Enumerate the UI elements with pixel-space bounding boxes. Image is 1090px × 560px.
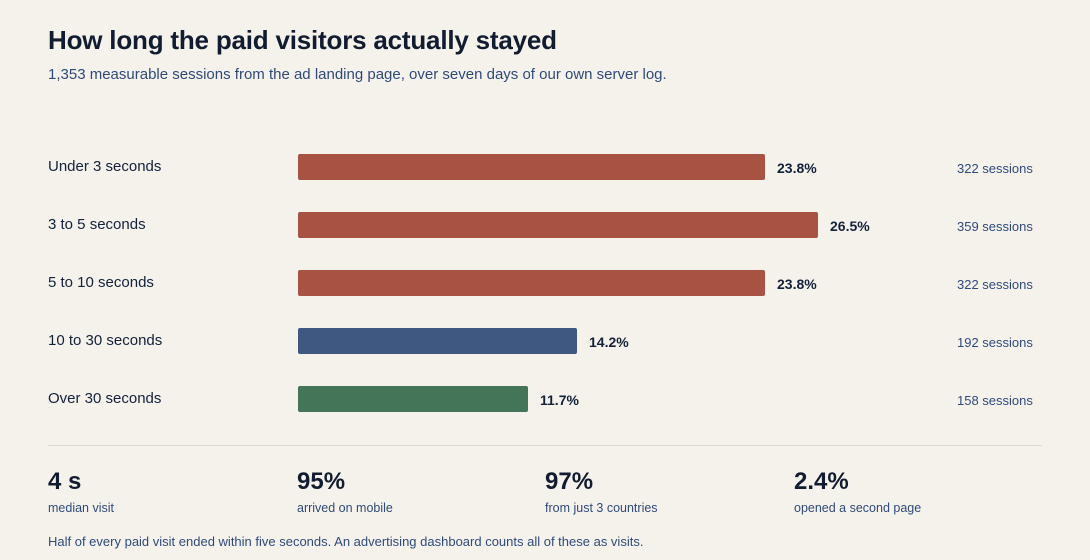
bar-value-label: 14.2% (589, 334, 629, 350)
stat-median-visit: 4 s median visit (48, 467, 114, 515)
stat-value: 2.4% (794, 468, 849, 495)
session-count-label: 192 sessions (957, 335, 1033, 350)
stat-value: 95% (297, 468, 346, 495)
stat-countries: 97% from just 3 countries (545, 467, 658, 515)
bar (298, 270, 765, 296)
session-count-label: 158 sessions (957, 393, 1033, 408)
bar-value-label: 23.8% (777, 276, 817, 292)
session-count-label: 322 sessions (957, 277, 1033, 292)
stat-mobile: 95% arrived on mobile (297, 467, 393, 515)
bar-value-label: 23.8% (777, 160, 817, 176)
bar-row: 5 to 10 seconds 23.8% 322 sessions (0, 270, 1090, 296)
bar-row: Under 3 seconds 23.8% 322 sessions (0, 154, 1090, 180)
category-label: 3 to 5 seconds (48, 216, 146, 233)
bar (298, 328, 577, 354)
bar-row: 10 to 30 seconds 14.2% 192 sessions (0, 328, 1090, 354)
category-label: 10 to 30 seconds (48, 332, 163, 349)
session-count-label: 322 sessions (957, 161, 1033, 176)
category-label: Under 3 seconds (48, 158, 162, 175)
bar (298, 212, 818, 238)
stat-second-page: 2.4% opened a second page (794, 467, 921, 515)
bar-row: Over 30 seconds 11.7% 158 sessions (0, 386, 1090, 412)
divider (48, 445, 1042, 446)
category-label: Over 30 seconds (48, 390, 162, 407)
bar (298, 154, 765, 180)
bar-value-label: 26.5% (830, 218, 870, 234)
bar (298, 386, 528, 412)
bar-row: 3 to 5 seconds 26.5% 359 sessions (0, 212, 1090, 238)
stat-label: arrived on mobile (297, 501, 393, 515)
stat-label: median visit (48, 501, 114, 515)
category-label: 5 to 10 seconds (48, 274, 154, 291)
stat-label: opened a second page (794, 501, 922, 515)
stat-value: 97% (545, 468, 594, 495)
bar-value-label: 11.7% (540, 392, 579, 408)
chart-title: How long the paid visitors actually stay… (48, 25, 557, 55)
stat-label: from just 3 countries (545, 501, 658, 515)
chart-subtitle: 1,353 measurable sessions from the ad la… (48, 66, 667, 83)
stat-value: 4 s (48, 468, 82, 495)
footnote: Half of every paid visit ended within fi… (48, 534, 644, 549)
session-count-label: 359 sessions (957, 219, 1033, 234)
